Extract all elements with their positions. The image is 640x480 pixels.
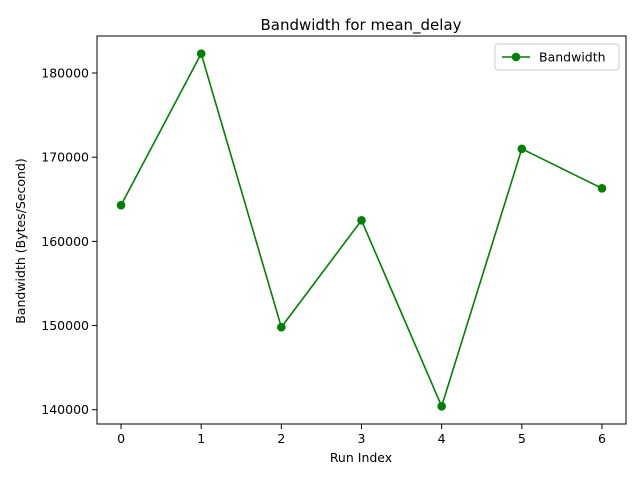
- x-tick-label: 5: [518, 431, 526, 446]
- legend-marker: [511, 52, 521, 62]
- data-point: [196, 49, 206, 58]
- x-tick-label: 2: [277, 431, 285, 446]
- x-tick-label: 1: [197, 431, 205, 446]
- legend-box: [494, 43, 620, 71]
- plot-area: 0 1 2 3 4 5 6 140000 150000 160000 170000 180000 Ban…: [41, 35, 627, 446]
- x-tick-label: 0: [117, 431, 125, 446]
- chart-title: Bandwidth for mean_delay: [260, 16, 461, 35]
- x-axis-label: Run Index: [330, 450, 392, 465]
- data-point: [517, 144, 527, 154]
- data-point: [277, 322, 286, 332]
- x-tick-label: 3: [358, 431, 366, 446]
- y-tick-label: 170000: [41, 150, 89, 165]
- y-tick-label: 150000: [41, 318, 89, 333]
- data-point: [437, 402, 446, 411]
- data-point: [116, 200, 126, 210]
- data-point: [597, 184, 607, 193]
- y-tick-label: 180000: [41, 66, 89, 81]
- plot-frame: [96, 35, 627, 425]
- y-tick-label: 140000: [41, 402, 89, 417]
- data-point: [357, 216, 366, 225]
- x-tick-label: 4: [438, 431, 446, 446]
- legend-label: Bandwidth: [539, 50, 606, 65]
- y-axis-label: Bandwidth (Bytes/Second): [13, 158, 28, 324]
- x-tick-label: 6: [598, 431, 606, 446]
- y-tick-label: 160000: [41, 234, 89, 249]
